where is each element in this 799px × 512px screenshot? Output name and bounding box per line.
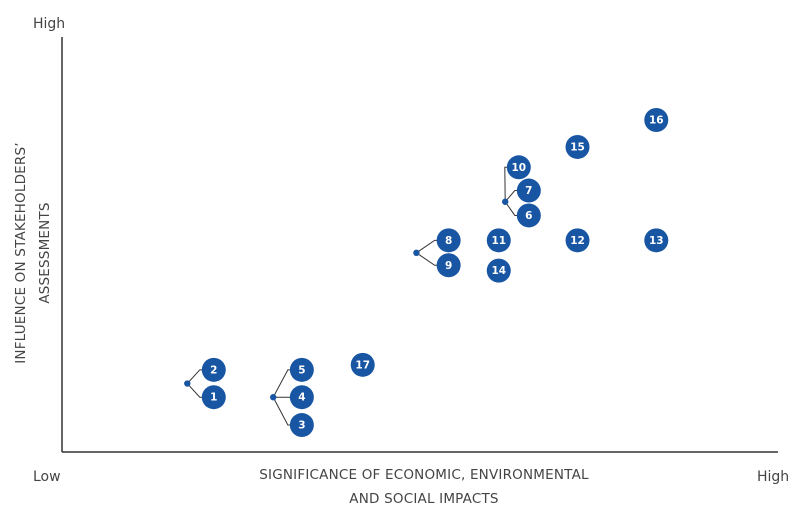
data-point-label-6: 6 <box>525 210 532 222</box>
data-point-6: 6 <box>516 203 541 228</box>
data-point-label-5: 5 <box>298 364 305 376</box>
data-point-16: 16 <box>644 108 669 132</box>
data-point-marker-11 <box>486 228 511 253</box>
data-point-label-14: 14 <box>491 265 506 277</box>
data-point-5: 5 <box>289 357 314 382</box>
data-point-label-13: 13 <box>649 235 664 247</box>
connector-line-1 <box>186 383 204 398</box>
data-point-label-11: 11 <box>491 235 506 247</box>
data-point-marker-7 <box>516 178 541 203</box>
data-point-8: 8 <box>436 228 461 253</box>
data-point-label-10: 10 <box>511 162 526 174</box>
data-point-marker-15 <box>565 134 590 159</box>
data-point-label-12: 12 <box>570 235 585 247</box>
data-point-2: 2 <box>201 357 226 382</box>
data-point-marker-14 <box>486 258 511 283</box>
data-point-marker-8 <box>436 228 461 253</box>
data-point-12: 12 <box>565 228 590 253</box>
x-axis-title-line-1: SIGNIFICANCE OF ECONOMIC, ENVIRONMENTAL <box>259 467 589 483</box>
data-point-marker-16 <box>644 108 669 132</box>
data-point-marker-17 <box>350 352 375 377</box>
group-hub-dot-4 <box>502 198 509 205</box>
data-point-15: 15 <box>565 134 590 159</box>
connector-line-5 <box>272 369 292 398</box>
data-point-10: 10 <box>506 155 531 180</box>
data-point-marker-4 <box>289 385 314 410</box>
data-point-label-2: 2 <box>210 364 217 376</box>
data-point-marker-12 <box>565 228 590 253</box>
data-point-label-8: 8 <box>445 235 452 247</box>
connector-line-9 <box>416 252 439 266</box>
data-point-label-9: 9 <box>445 260 452 272</box>
x-axis-title-line-2: AND SOCIAL IMPACTS <box>349 491 498 507</box>
connector-line-8 <box>416 239 439 254</box>
x-axis-low-label: Low <box>33 469 61 485</box>
group-connectors <box>184 166 519 426</box>
data-point-3: 3 <box>289 413 314 438</box>
data-point-4: 4 <box>289 385 314 410</box>
data-point-9: 9 <box>436 253 461 278</box>
data-point-label-7: 7 <box>525 185 532 197</box>
data-point-label-4: 4 <box>298 392 305 404</box>
data-point-marker-10 <box>506 155 531 180</box>
data-point-marker-2 <box>201 357 226 382</box>
x-axis-high-label: High <box>757 469 789 485</box>
data-point-marker-9 <box>436 253 461 278</box>
data-point-label-3: 3 <box>298 420 305 432</box>
data-point-label-17: 17 <box>355 359 370 371</box>
connector-line-3 <box>272 396 292 426</box>
data-point-17: 17 <box>350 352 375 377</box>
data-point-label-1: 1 <box>210 392 217 404</box>
y-axis-title-line-1: INFLUENCE ON STAKEHOLDERS’ <box>13 142 29 364</box>
data-point-marker-3 <box>289 413 314 438</box>
data-point-marker-6 <box>516 203 541 228</box>
data-point-marker-13 <box>644 228 669 253</box>
data-point-7: 7 <box>516 178 541 203</box>
y-axis-title-line-2: ASSESSMENTS <box>37 202 53 303</box>
data-point-marker-5 <box>289 357 314 382</box>
data-point-13: 13 <box>644 228 669 253</box>
data-point-marker-1 <box>201 385 226 410</box>
group-hub-dot-1 <box>184 380 191 387</box>
group-hub-dot-3 <box>413 249 420 256</box>
data-point-1: 1 <box>201 385 226 410</box>
data-point-11: 11 <box>486 228 511 253</box>
group-hub-dot-2 <box>270 394 277 401</box>
data-point-label-15: 15 <box>570 141 585 153</box>
y-axis-high-label: High <box>33 16 65 32</box>
connector-line-2 <box>186 369 204 384</box>
data-point-label-16: 16 <box>649 115 664 127</box>
data-point-14: 14 <box>486 258 511 283</box>
